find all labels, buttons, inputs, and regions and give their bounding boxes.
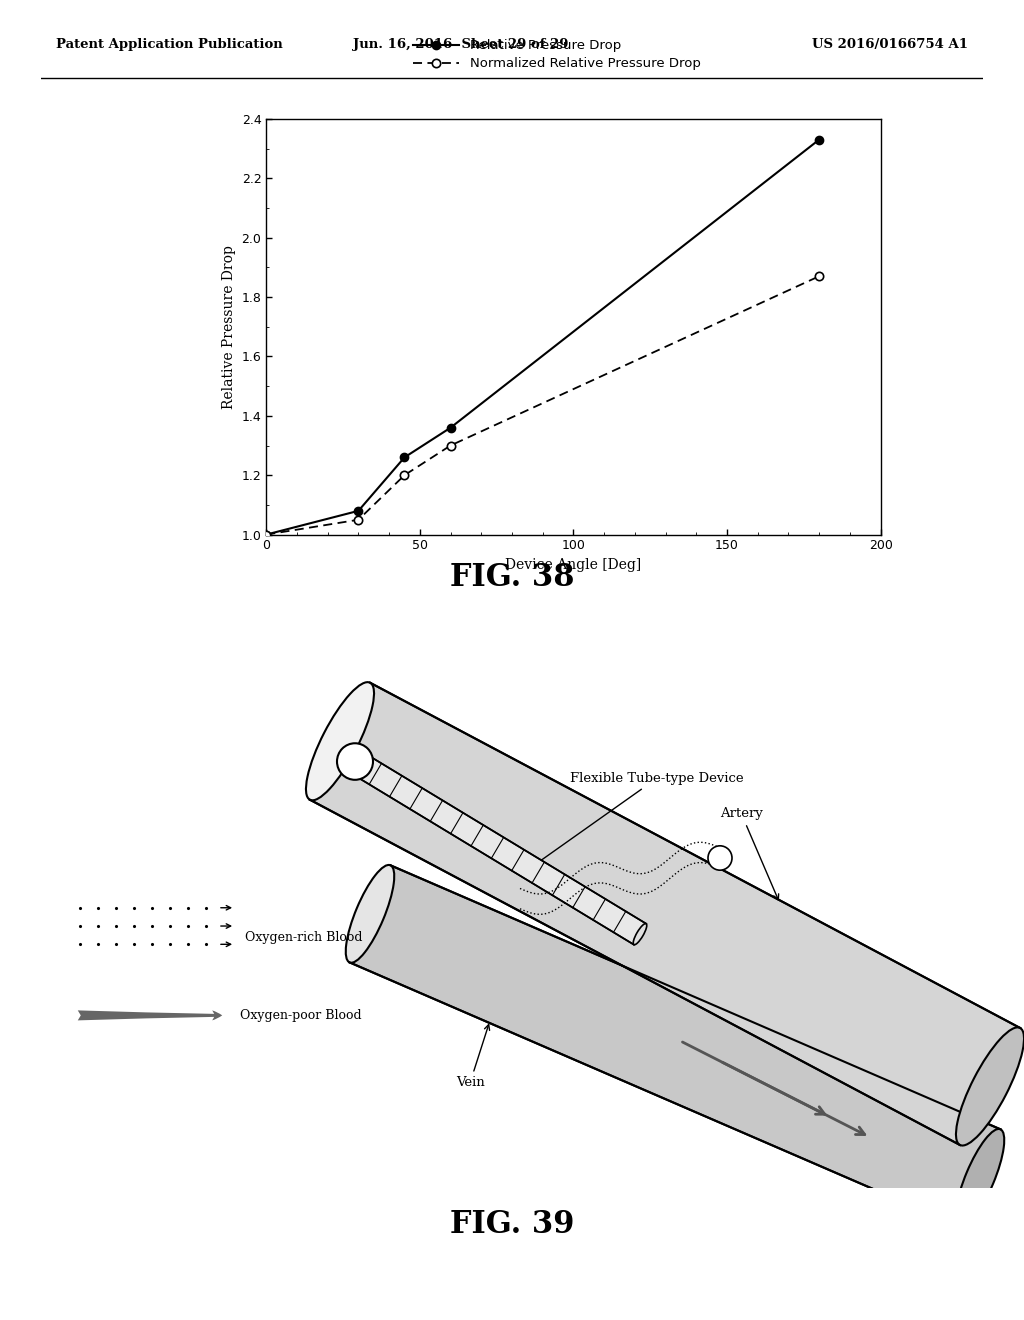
- Text: Flexible Tube-type Device: Flexible Tube-type Device: [534, 772, 743, 866]
- Text: US 2016/0166754 A1: US 2016/0166754 A1: [812, 38, 968, 51]
- Text: FIG. 38: FIG. 38: [450, 562, 574, 593]
- Y-axis label: Relative Pressure Drop: Relative Pressure Drop: [222, 244, 236, 409]
- Ellipse shape: [306, 682, 374, 800]
- Text: Oxygen-rich Blood: Oxygen-rich Blood: [245, 931, 362, 944]
- Relative Pressure Drop: [260, 527, 272, 543]
- Normalized Relative Pressure Drop: [813, 268, 825, 284]
- Ellipse shape: [956, 1027, 1024, 1146]
- Normalized Relative Pressure Drop: [398, 467, 411, 483]
- Relative Pressure Drop: [352, 503, 365, 519]
- X-axis label: Device Angle [Deg]: Device Angle [Deg]: [505, 558, 642, 572]
- Text: FIG. 39: FIG. 39: [450, 1209, 574, 1239]
- Polygon shape: [349, 751, 646, 945]
- Normalized Relative Pressure Drop: [260, 527, 272, 543]
- Ellipse shape: [346, 865, 394, 962]
- Line: Normalized Relative Pressure Drop: Normalized Relative Pressure Drop: [262, 272, 823, 539]
- Text: Jun. 16, 2016  Sheet 29 of 29: Jun. 16, 2016 Sheet 29 of 29: [353, 38, 568, 51]
- Ellipse shape: [348, 751, 361, 772]
- Circle shape: [708, 846, 732, 870]
- Circle shape: [337, 743, 373, 780]
- Text: Vein: Vein: [456, 1024, 489, 1089]
- Relative Pressure Drop: [398, 449, 411, 466]
- Normalized Relative Pressure Drop: [352, 512, 365, 528]
- Relative Pressure Drop: [444, 420, 457, 436]
- Polygon shape: [310, 682, 1020, 1144]
- Ellipse shape: [955, 1129, 1005, 1226]
- Line: Relative Pressure Drop: Relative Pressure Drop: [262, 136, 823, 539]
- Text: Artery: Artery: [720, 808, 778, 900]
- Ellipse shape: [633, 924, 647, 945]
- Normalized Relative Pressure Drop: [444, 438, 457, 454]
- Text: Patent Application Publication: Patent Application Publication: [56, 38, 283, 51]
- Relative Pressure Drop: [813, 132, 825, 148]
- Legend: Relative Pressure Drop, Normalized Relative Pressure Drop: Relative Pressure Drop, Normalized Relat…: [408, 34, 707, 75]
- Text: Oxygen-poor Blood: Oxygen-poor Blood: [240, 1008, 361, 1022]
- Polygon shape: [349, 866, 1000, 1226]
